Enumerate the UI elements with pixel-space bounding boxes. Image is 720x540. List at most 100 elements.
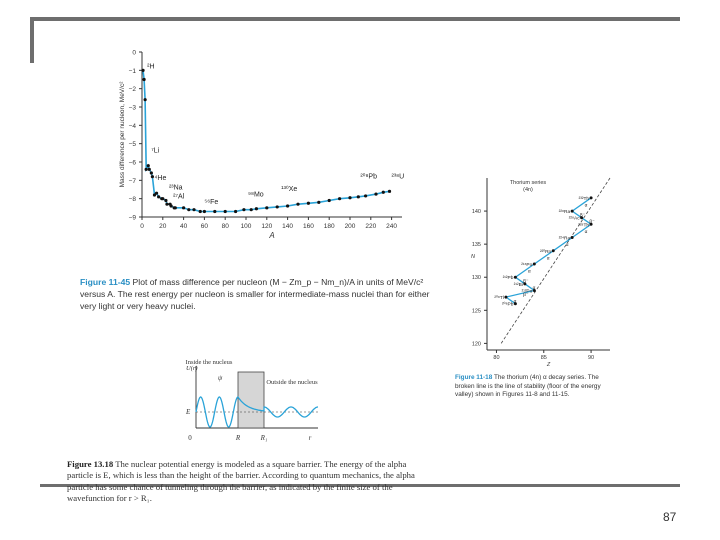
decay-mode-label: α — [585, 203, 588, 208]
nuclide-label: ¹³⁰Xe — [281, 185, 297, 193]
x-tick-label: 220 — [365, 223, 376, 230]
nuclide-label: ²⁷Al — [173, 194, 185, 201]
data-point — [169, 204, 173, 208]
x-tick-label: 80 — [222, 223, 230, 230]
decay-mode-label: β⁻ — [523, 279, 529, 285]
data-point — [146, 164, 150, 168]
x-tick-label: 120 — [261, 223, 272, 230]
nuclide-label: ²²⁸Ra — [559, 209, 571, 215]
x-tick-label: R₁ — [260, 434, 268, 442]
data-point — [187, 208, 191, 212]
data-point — [182, 206, 186, 210]
trend-curve — [142, 70, 390, 213]
x-tick-label: 180 — [324, 223, 335, 230]
x-tick-label: 100 — [241, 223, 252, 230]
decay-mode-label: α — [528, 270, 531, 275]
series-subtitle: (4n) — [523, 187, 533, 193]
decay-mode-label: α — [566, 243, 569, 248]
x-axis-title: A — [268, 231, 274, 240]
y-tick-label: −4 — [129, 123, 137, 130]
data-point — [275, 205, 279, 209]
caption-fig-13-18-text: The nuclear potential energy is modeled … — [67, 459, 415, 504]
nuclide-label: ⁷Li — [151, 148, 159, 155]
y-tick-label: −5 — [129, 141, 137, 148]
data-point — [338, 197, 342, 201]
y-tick-label: −8 — [129, 196, 137, 203]
decay-mode-label: α — [585, 230, 588, 235]
x-tick-label: 90 — [588, 355, 594, 361]
x-tick-label: R — [235, 434, 241, 442]
x-tick-label: 0 — [188, 434, 192, 442]
decay-mode-label: β⁻ — [580, 212, 586, 218]
label-outside-nucleus: Outside the nucleus — [266, 379, 318, 386]
data-point — [149, 171, 153, 175]
nuclide-label: ²H — [147, 63, 154, 70]
label-energy: E — [185, 408, 191, 416]
label-inside-nucleus: Inside the nucleus — [186, 359, 233, 366]
caption-fig-11-45-text: Plot of mass difference per nucleon (M −… — [80, 277, 430, 311]
data-point — [154, 191, 159, 195]
nuclide-point — [551, 249, 555, 253]
nuclide-point — [570, 236, 574, 240]
y-tick-label: −9 — [129, 215, 137, 222]
data-point — [141, 68, 145, 72]
data-point — [192, 208, 196, 212]
data-point — [161, 197, 165, 201]
data-point — [286, 204, 290, 208]
x-tick-label: r — [309, 434, 312, 442]
data-point — [198, 209, 202, 214]
data-point — [213, 209, 217, 214]
x-tick-label: 160 — [303, 223, 314, 230]
data-point — [157, 195, 161, 199]
y-tick-label: −1 — [129, 68, 137, 75]
nuclide-label: ²²⁸Th — [578, 222, 589, 228]
wavefunction — [195, 396, 318, 428]
nuclide-label: ²²⁰Rn — [540, 249, 552, 255]
y-tick-label: 140 — [472, 209, 481, 215]
nuclide-label: ⁹⁸Mo — [248, 192, 264, 199]
x-tick-label: 200 — [345, 223, 356, 230]
nuclide-label: ²³Na — [169, 184, 183, 191]
nuclide-label: ²¹⁶Po — [521, 262, 532, 268]
caption-fig-13-18-label: Figure 13.18 — [67, 459, 114, 469]
data-point — [142, 77, 146, 82]
data-point — [150, 175, 154, 179]
data-point — [356, 195, 360, 199]
y-axis-title: Mass difference per nucleon, MeV/c² — [119, 81, 126, 188]
decay-mode-label: α — [514, 299, 517, 304]
data-point — [381, 190, 385, 194]
nuclide-point — [523, 282, 527, 286]
data-point — [317, 200, 321, 204]
data-point — [374, 192, 378, 196]
y-tick-label: 130 — [472, 275, 481, 281]
x-tick-label: 240 — [386, 223, 397, 230]
slide-frame-left — [30, 17, 34, 63]
data-point — [152, 193, 157, 197]
slide-frame-bottom — [40, 484, 680, 487]
y-tick-label: 120 — [472, 341, 481, 347]
label-psi: ψ — [218, 374, 223, 382]
y-tick-label: 135 — [472, 242, 481, 248]
data-point — [249, 208, 253, 212]
data-point — [234, 209, 238, 214]
data-point — [242, 208, 246, 212]
decay-mode-label: α — [533, 286, 536, 291]
data-point — [254, 207, 258, 211]
caption-fig-11-18-text: The thorium (4n) α decay series. The bro… — [455, 374, 601, 399]
nuclide-point — [589, 222, 593, 226]
decay-path — [504, 197, 593, 305]
x-tick-label: 40 — [180, 223, 188, 230]
data-point — [364, 194, 368, 198]
x-tick-label: 60 — [201, 223, 209, 230]
y-tick-label: −2 — [129, 86, 137, 93]
nuclide-label: ²²⁴Ra — [559, 236, 571, 242]
slide-frame-top — [30, 17, 680, 21]
data-point — [202, 209, 206, 214]
nuclide-label: ²³⁸U — [392, 173, 405, 180]
y-tick-label: −3 — [129, 105, 137, 112]
x-tick-label: 20 — [159, 223, 167, 230]
data-point — [265, 206, 269, 210]
